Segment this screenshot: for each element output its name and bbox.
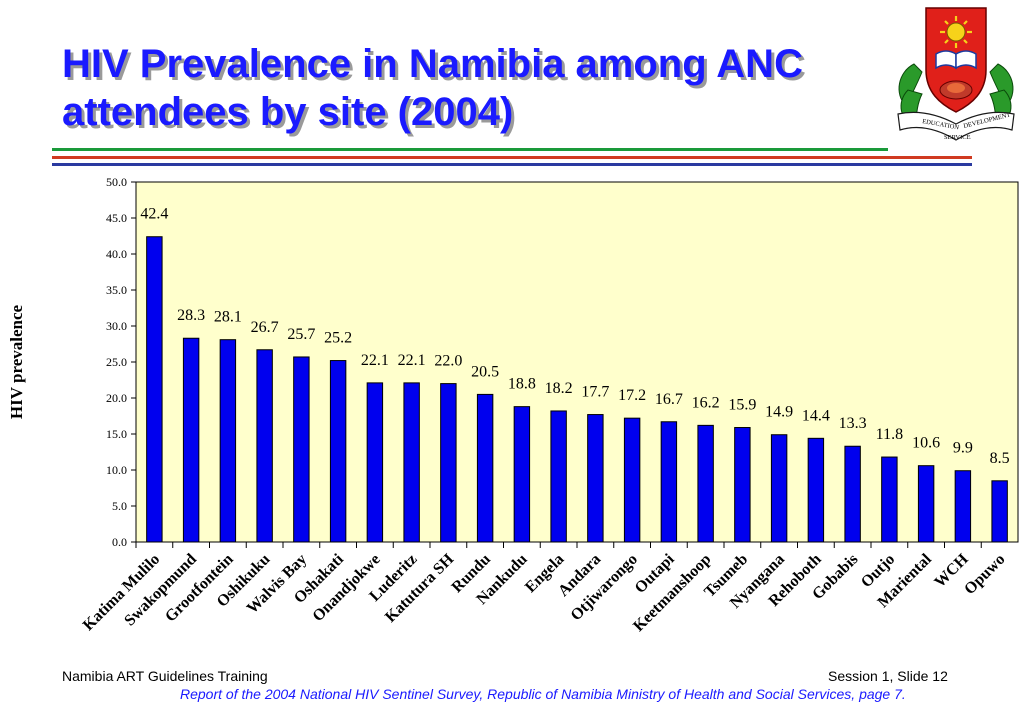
bar bbox=[917, 465, 935, 543]
bar bbox=[293, 356, 310, 543]
y-tick-label: 45.0 bbox=[106, 211, 127, 225]
footer-course-name: Namibia ART Guidelines Training bbox=[62, 668, 268, 684]
y-tick-label: 10.0 bbox=[106, 463, 127, 477]
bar bbox=[476, 393, 494, 543]
bar bbox=[807, 437, 825, 543]
data-label: 15.9 bbox=[728, 397, 756, 414]
bar bbox=[329, 360, 347, 543]
plot-area bbox=[135, 181, 1019, 543]
bar bbox=[991, 480, 1008, 543]
y-axis-label: HIV prevalence bbox=[7, 304, 26, 419]
data-label: 22.0 bbox=[434, 353, 462, 370]
y-tick-label: 50.0 bbox=[106, 175, 127, 189]
bar bbox=[770, 434, 788, 543]
data-label: 18.2 bbox=[545, 380, 573, 397]
title-line-1: HIV Prevalence in Namibia among ANC bbox=[62, 42, 803, 86]
banner-text-service: SERVICE bbox=[944, 134, 971, 141]
x-axis: Katima MuliloSwakopmundGrootfonteinOshik… bbox=[80, 542, 1008, 635]
data-label: 28.1 bbox=[214, 309, 242, 326]
data-label: 16.2 bbox=[692, 394, 720, 411]
data-label: 25.2 bbox=[324, 330, 352, 347]
bar bbox=[734, 427, 751, 543]
bar bbox=[587, 414, 604, 543]
data-label: 22.1 bbox=[398, 352, 426, 369]
bar bbox=[219, 339, 237, 543]
data-label: 17.7 bbox=[581, 384, 609, 401]
data-label: 16.7 bbox=[655, 391, 683, 408]
bar bbox=[954, 470, 972, 543]
y-tick-label: 0.0 bbox=[112, 535, 127, 549]
bar bbox=[403, 382, 420, 543]
bar bbox=[844, 445, 861, 543]
data-label: 26.7 bbox=[251, 319, 279, 336]
bar bbox=[146, 236, 163, 543]
data-label: 8.5 bbox=[990, 450, 1010, 467]
divider-blue bbox=[52, 163, 972, 166]
y-tick-label: 15.0 bbox=[106, 427, 127, 441]
data-label: 10.6 bbox=[912, 435, 940, 452]
data-label: 25.7 bbox=[287, 326, 315, 343]
title-line-2: attendees by site (2004) bbox=[62, 90, 514, 134]
bar bbox=[881, 456, 898, 543]
footer-slide-number: Session 1, Slide 12 bbox=[828, 668, 948, 684]
bar bbox=[440, 383, 457, 543]
book-icon bbox=[935, 50, 977, 70]
y-tick-label: 35.0 bbox=[106, 283, 127, 297]
data-label: 20.5 bbox=[471, 363, 499, 380]
bar bbox=[550, 410, 567, 543]
data-label: 9.9 bbox=[953, 440, 973, 457]
bar bbox=[366, 382, 384, 543]
bar bbox=[182, 337, 200, 543]
data-label: 14.4 bbox=[802, 407, 830, 424]
x-tick-label: Opuwo bbox=[961, 551, 1008, 598]
y-tick-label: 20.0 bbox=[106, 391, 127, 405]
university-crest-logo: EDUCATION DEVELOPMENT SERVICE bbox=[897, 7, 1015, 141]
prevalence-bar-chart: HIV prevalence 0.0 5.0 10.0 15.0 20.0 25.0 30.… bbox=[7, 175, 1019, 635]
data-label: 13.3 bbox=[839, 415, 867, 432]
data-label: 42.4 bbox=[140, 206, 168, 223]
y-tick-label: 5.0 bbox=[112, 499, 127, 513]
y-tick-label: 25.0 bbox=[106, 355, 127, 369]
data-labels: 42.4 28.3 28.1 26.7 25.7 25.2 22.1 22.1 22.0 20.5… bbox=[140, 206, 1009, 467]
y-tick-label: 40.0 bbox=[106, 247, 127, 261]
bars bbox=[146, 236, 1008, 543]
y-axis: 0.0 5.0 10.0 15.0 20.0 25.0 30.0 35.0 40.0 45.0 50… bbox=[106, 175, 136, 549]
bar bbox=[513, 406, 531, 543]
data-label: 14.9 bbox=[765, 404, 793, 421]
bar bbox=[256, 349, 273, 543]
bar bbox=[697, 424, 714, 543]
divider-green bbox=[52, 148, 888, 151]
data-label: 18.8 bbox=[508, 376, 536, 393]
sun-icon bbox=[940, 16, 972, 48]
bar bbox=[623, 417, 641, 543]
data-label: 28.3 bbox=[177, 307, 205, 324]
slide-title: HIV Prevalence in Namibia among ANC atte… bbox=[62, 40, 882, 136]
bar bbox=[660, 421, 678, 543]
flower-icon bbox=[939, 80, 973, 100]
data-label: 17.2 bbox=[618, 387, 646, 404]
data-label: 22.1 bbox=[361, 352, 389, 369]
divider-red bbox=[52, 156, 972, 159]
data-label: 11.8 bbox=[876, 426, 903, 443]
y-tick-label: 30.0 bbox=[106, 319, 127, 333]
source-citation: Report of the 2004 National HIV Sentinel… bbox=[180, 686, 906, 702]
